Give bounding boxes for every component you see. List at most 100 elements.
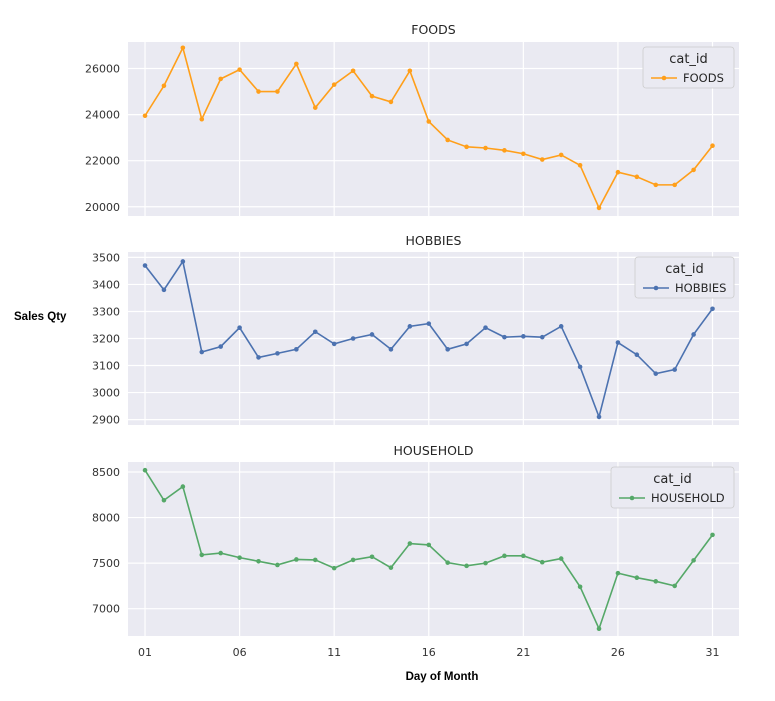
- data-point: [691, 167, 696, 173]
- data-point: [199, 552, 205, 558]
- legend: cat_id FOODS: [642, 46, 735, 89]
- data-point: [256, 558, 261, 564]
- data-point: [161, 287, 167, 293]
- data-point: [388, 347, 394, 352]
- data-point: [672, 583, 677, 589]
- data-point: [294, 61, 299, 67]
- data-point: [275, 89, 280, 94]
- data-point: [596, 414, 602, 420]
- y-tick-label: 26000: [85, 63, 120, 76]
- data-point: [331, 565, 337, 571]
- data-point: [464, 563, 469, 569]
- data-point: [275, 562, 280, 568]
- y-tick-label: 8000: [92, 512, 120, 525]
- data-point: [180, 45, 186, 51]
- data-point: [653, 579, 659, 584]
- data-point: [218, 344, 223, 349]
- y-tick-label: 20000: [85, 201, 120, 214]
- data-point: [426, 119, 432, 124]
- legend-entry: HOBBIES: [675, 281, 726, 295]
- data-point: [539, 334, 545, 340]
- x-tick-label: 06: [233, 646, 247, 659]
- data-point: [161, 497, 167, 503]
- legend-marker: [653, 285, 659, 291]
- data-point: [331, 82, 337, 87]
- data-point: [426, 321, 432, 326]
- data-point: [710, 306, 715, 312]
- data-point: [539, 157, 545, 162]
- legend-marker: [629, 495, 635, 501]
- data-point: [445, 347, 450, 352]
- data-point: [237, 67, 242, 72]
- x-tick-label: 31: [706, 646, 720, 659]
- data-point: [388, 565, 394, 570]
- data-point: [350, 68, 356, 74]
- data-point: [312, 329, 318, 335]
- legend: cat_id HOBBIES: [634, 256, 735, 299]
- data-point: [634, 575, 640, 580]
- data-point: [634, 174, 640, 180]
- data-point: [237, 555, 242, 560]
- y-tick-label: 3000: [92, 387, 120, 400]
- data-point: [294, 347, 299, 352]
- data-point: [312, 557, 318, 563]
- x-tick-label: 11: [327, 646, 341, 659]
- data-point: [577, 162, 583, 168]
- data-point: [672, 182, 677, 188]
- data-point: [464, 144, 469, 150]
- data-point: [464, 341, 469, 347]
- panel-title: FOODS: [411, 22, 455, 37]
- data-point: [407, 541, 413, 546]
- data-point: [615, 169, 621, 175]
- data-point: [672, 367, 677, 372]
- data-point: [483, 325, 488, 330]
- data-point: [218, 76, 223, 82]
- y-tick-label: 3100: [92, 360, 120, 373]
- legend-marker: [661, 75, 667, 81]
- data-point: [521, 151, 526, 157]
- data-point: [539, 559, 545, 565]
- data-point: [331, 341, 337, 347]
- y-tick-label: 8500: [92, 466, 120, 479]
- data-point: [691, 558, 696, 563]
- data-point: [350, 557, 356, 563]
- panel-household: 7000 7500 8000 8500 HOUSEHOLD cat_id HOUSEHOLD…: [92, 443, 739, 659]
- legend-entry: HOUSEHOLD: [651, 491, 725, 505]
- legend-entry: FOODS: [683, 71, 724, 85]
- y-tick-label: 7500: [92, 557, 120, 570]
- data-point: [502, 334, 507, 340]
- data-point: [369, 332, 375, 337]
- data-point: [483, 560, 488, 566]
- data-point: [142, 467, 148, 473]
- data-point: [237, 325, 242, 330]
- legend: cat_id HOUSEHOLD: [610, 466, 735, 509]
- data-point: [256, 89, 261, 94]
- x-tick-label: 21: [516, 646, 530, 659]
- y-tick-label: 24000: [85, 109, 120, 122]
- data-point: [180, 259, 186, 264]
- data-point: [369, 93, 375, 99]
- data-point: [199, 116, 205, 122]
- data-point: [142, 263, 148, 268]
- data-point: [445, 137, 450, 143]
- x-tick-label: 16: [422, 646, 436, 659]
- data-point: [596, 205, 602, 211]
- data-point: [426, 542, 432, 548]
- legend-title: cat_id: [653, 472, 692, 487]
- y-tick-label: 7000: [92, 603, 120, 616]
- data-point: [691, 332, 696, 337]
- data-point: [142, 113, 148, 119]
- data-point: [445, 560, 450, 565]
- data-point: [483, 145, 488, 151]
- y-tick-label: 3400: [92, 278, 120, 291]
- data-point: [180, 484, 186, 489]
- y-tick-label: 3200: [92, 333, 120, 346]
- legend-title: cat_id: [665, 262, 704, 277]
- legend-title: cat_id: [669, 52, 708, 67]
- data-point: [577, 584, 583, 590]
- data-point: [369, 554, 375, 560]
- data-point: [558, 556, 564, 561]
- x-axis-label: Day of Month: [406, 671, 479, 683]
- data-point: [161, 83, 167, 89]
